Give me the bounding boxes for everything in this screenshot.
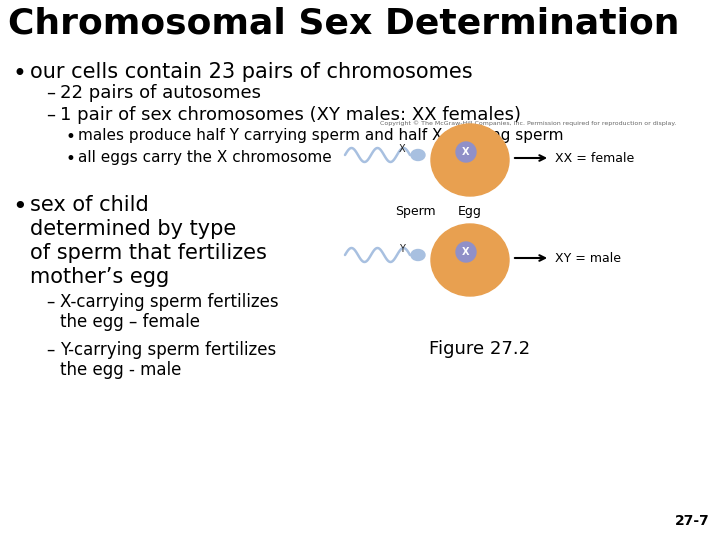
Text: Figure 27.2: Figure 27.2 [429, 340, 531, 358]
Text: Egg: Egg [458, 205, 482, 218]
Text: 22 pairs of autosomes: 22 pairs of autosomes [60, 84, 261, 102]
Text: Y-carrying sperm fertilizes: Y-carrying sperm fertilizes [60, 341, 276, 359]
Circle shape [456, 242, 476, 262]
Ellipse shape [431, 124, 509, 196]
Text: Y: Y [399, 244, 405, 254]
Text: XY = male: XY = male [555, 252, 621, 265]
Text: X-carrying sperm fertilizes: X-carrying sperm fertilizes [60, 293, 279, 311]
Circle shape [456, 142, 476, 162]
Text: –: – [46, 84, 55, 102]
Text: X: X [399, 144, 405, 154]
Text: XX = female: XX = female [555, 152, 634, 165]
Text: the egg - male: the egg - male [60, 361, 181, 379]
Text: all eggs carry the X chromosome: all eggs carry the X chromosome [78, 150, 332, 165]
Ellipse shape [411, 150, 425, 160]
Text: 1 pair of sex chromosomes (XY males: XX females): 1 pair of sex chromosomes (XY males: XX … [60, 106, 521, 124]
Text: X: X [462, 147, 469, 157]
Ellipse shape [411, 249, 425, 260]
Text: the egg – female: the egg – female [60, 313, 200, 331]
Text: –: – [46, 106, 55, 124]
Text: our cells contain 23 pairs of chromosomes: our cells contain 23 pairs of chromosome… [30, 62, 472, 82]
Text: Copyright © The McGraw-Hill Companies, Inc. Permission required for reproduction: Copyright © The McGraw-Hill Companies, I… [380, 120, 676, 126]
Text: •: • [66, 150, 76, 168]
Text: mother’s egg: mother’s egg [30, 267, 169, 287]
Text: •: • [66, 128, 76, 146]
Text: •: • [12, 195, 27, 219]
Text: X: X [462, 247, 469, 257]
Text: –: – [46, 341, 55, 359]
Text: •: • [12, 62, 26, 86]
Ellipse shape [431, 224, 509, 296]
Text: of sperm that fertilizes: of sperm that fertilizes [30, 243, 267, 263]
Text: 27-7: 27-7 [675, 514, 710, 528]
Text: males produce half Y carrying sperm and half X carrying sperm: males produce half Y carrying sperm and … [78, 128, 564, 143]
Text: Sperm: Sperm [395, 205, 436, 218]
Text: sex of child: sex of child [30, 195, 149, 215]
Text: Chromosomal Sex Determination: Chromosomal Sex Determination [8, 7, 680, 41]
Text: determined by type: determined by type [30, 219, 236, 239]
Text: –: – [46, 293, 55, 311]
